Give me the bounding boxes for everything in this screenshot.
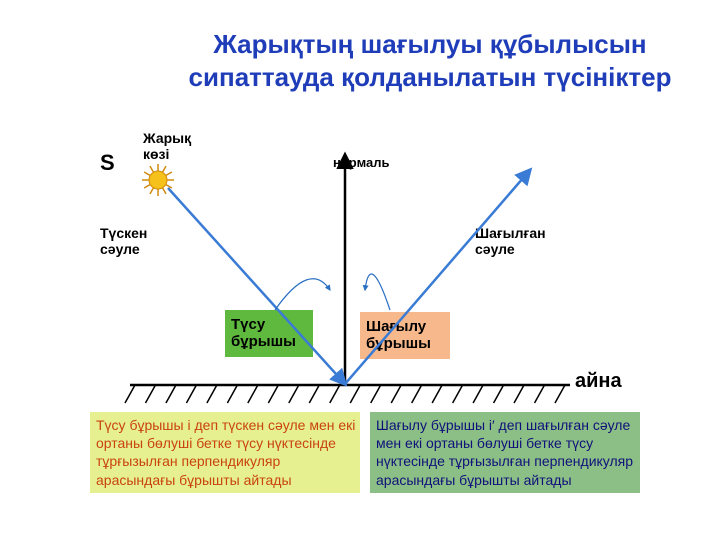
sun-icon bbox=[142, 164, 174, 196]
mirror-hatching bbox=[125, 385, 565, 403]
definition-reflection: Шағылу бұрышы i′ деп шағылған сәуле мен … bbox=[370, 412, 640, 493]
box-incidence-angle: Түсу бұрышы bbox=[225, 310, 313, 357]
label-reflected-ray: Шағылған сәуле bbox=[475, 225, 575, 257]
curve-left bbox=[275, 279, 330, 310]
label-mirror: айна bbox=[575, 370, 622, 393]
definition-incidence: Түсу бұрышы i деп түскен сәуле мен екі о… bbox=[90, 412, 360, 493]
curve-right bbox=[365, 274, 390, 310]
label-light-source: Жарық көзі bbox=[143, 130, 213, 162]
label-s: S bbox=[100, 150, 115, 176]
page-title: Жарықтың шағылуы құбылысын сипаттауда қо… bbox=[170, 28, 690, 93]
label-incident-ray: Түскен сәуле bbox=[100, 225, 170, 257]
box-reflection-angle: Шағылу бұрышы bbox=[360, 312, 450, 359]
label-normal: нормаль bbox=[333, 155, 403, 170]
